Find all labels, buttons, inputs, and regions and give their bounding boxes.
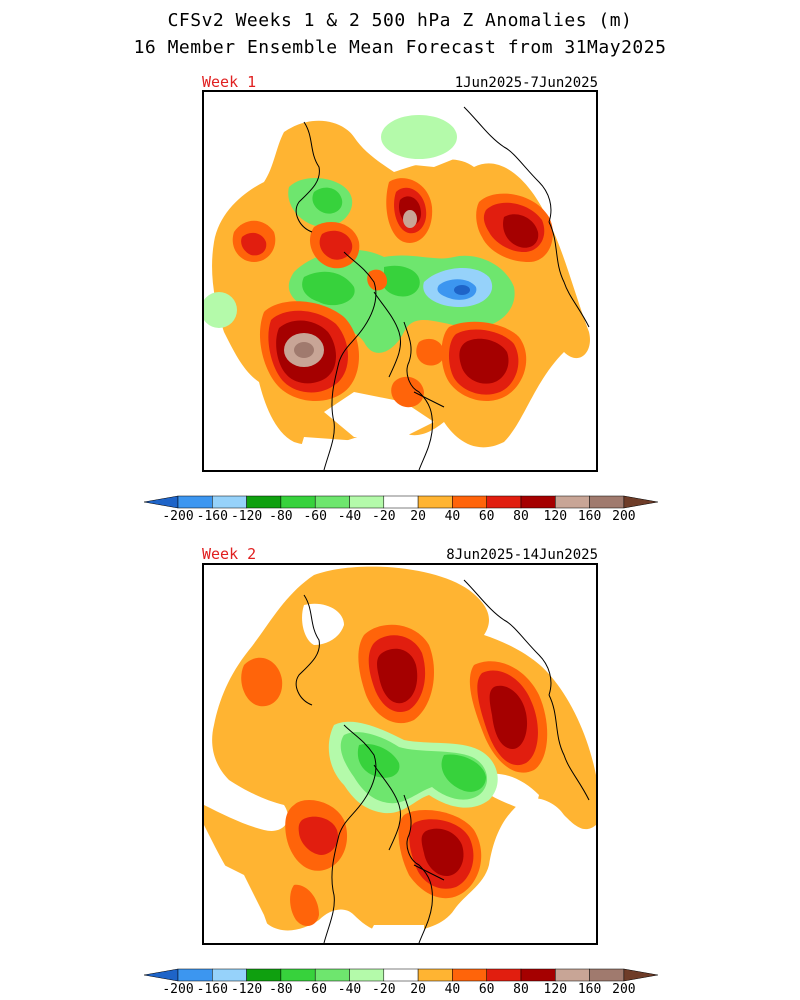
colorbar-swatch (417, 968, 453, 982)
colorbar-swatch (177, 495, 213, 509)
colorbar-swatch (486, 968, 522, 982)
colorbar-tick-label: 60 (478, 982, 495, 997)
colorbar-week1 (144, 495, 658, 509)
colorbar-swatch (280, 495, 316, 509)
colorbar-arrow-low (144, 968, 179, 982)
colorbar-swatch (383, 968, 419, 982)
anomaly-40-60 (241, 657, 283, 707)
colorbar-swatch (280, 968, 316, 982)
colorbar-arrow-low (144, 495, 179, 509)
colorbar-tick-label: -40 (337, 982, 362, 997)
coastlines (295, 106, 590, 470)
colorbar-tick-label: 20 (410, 982, 426, 997)
colorbar-tick-label: -20 (372, 982, 396, 997)
colorbar-swatch (349, 495, 385, 509)
colorbar-swatch (555, 968, 590, 982)
colorbar-swatch (486, 495, 522, 509)
colorbar-swatch (314, 495, 350, 509)
colorbar-swatch (246, 495, 282, 509)
week2-map (202, 563, 598, 945)
colorbar-swatch (589, 968, 625, 982)
colorbar-swatch (520, 495, 556, 509)
week2-label: Week 2 (202, 545, 257, 563)
colorbar-tick-label: 80 (513, 509, 529, 524)
colorbar-swatch (349, 968, 385, 982)
colorbar-week2 (144, 968, 658, 982)
colorbar-tick-label: 160 (577, 509, 602, 524)
colorbar-swatch (212, 968, 247, 982)
colorbar-swatch (417, 495, 453, 509)
chart-subtitle: 16 Member Ensemble Mean Forecast from 31… (133, 37, 667, 58)
colorbar-tick-label: 20 (410, 509, 426, 524)
colorbar-tick-label: -120 (230, 982, 263, 997)
colorbar-swatch (589, 495, 625, 509)
colorbar-tick-label: 80 (513, 982, 529, 997)
colorbar-tick-label: -80 (269, 982, 293, 997)
colorbar-tick-label: 40 (444, 982, 461, 997)
anomaly-neg-20-40 (381, 115, 457, 159)
colorbar-tick-label: -60 (303, 509, 327, 524)
colorbar-tick-label: -120 (230, 509, 263, 524)
colorbar-tick-label: -60 (303, 982, 327, 997)
colorbar-swatch (452, 495, 487, 509)
week1-map-svg (204, 92, 590, 470)
colorbar-tick-label: -160 (196, 509, 228, 524)
week2-dates: 8Jun2025-14Jun2025 (446, 547, 598, 563)
colorbar-tick-label: 200 (612, 982, 636, 997)
colorbar-tick-label: 160 (577, 982, 602, 997)
colorbar-tick-label: -200 (162, 509, 194, 524)
colorbar-swatch (383, 495, 419, 509)
week2-map-svg (204, 565, 596, 943)
week1-map (202, 90, 598, 472)
colorbar-swatch (246, 968, 282, 982)
colorbar-swatch (555, 495, 590, 509)
colorbar-arrow-high (623, 495, 658, 509)
colorbar-swatch (314, 968, 350, 982)
colorbar-swatch (177, 968, 213, 982)
week1-dates: 1Jun2025-7Jun2025 (454, 75, 598, 91)
colorbar-tick-label: 120 (543, 982, 568, 997)
colorbar-swatch (520, 968, 556, 982)
colorbar-tick-label: -40 (337, 509, 362, 524)
chart-title: CFSv2 Weeks 1 & 2 500 hPa Z Anomalies (m… (167, 10, 633, 31)
week1-label: Week 1 (202, 73, 257, 91)
colorbar-tick-label: 60 (478, 509, 495, 524)
colorbar-tick-label: -160 (196, 982, 228, 997)
colorbar-tick-label: 40 (444, 509, 461, 524)
colorbar-arrow-high (623, 968, 658, 982)
colorbar-swatch (452, 968, 487, 982)
colorbar-swatch (212, 495, 247, 509)
colorbar-tick-label: -80 (269, 509, 293, 524)
coastlines (295, 579, 590, 943)
colorbar-tick-label: -200 (162, 982, 194, 997)
colorbar-tick-label: -20 (372, 509, 396, 524)
colorbar-tick-label: 200 (612, 509, 636, 524)
colorbar-tick-label: 120 (543, 509, 568, 524)
